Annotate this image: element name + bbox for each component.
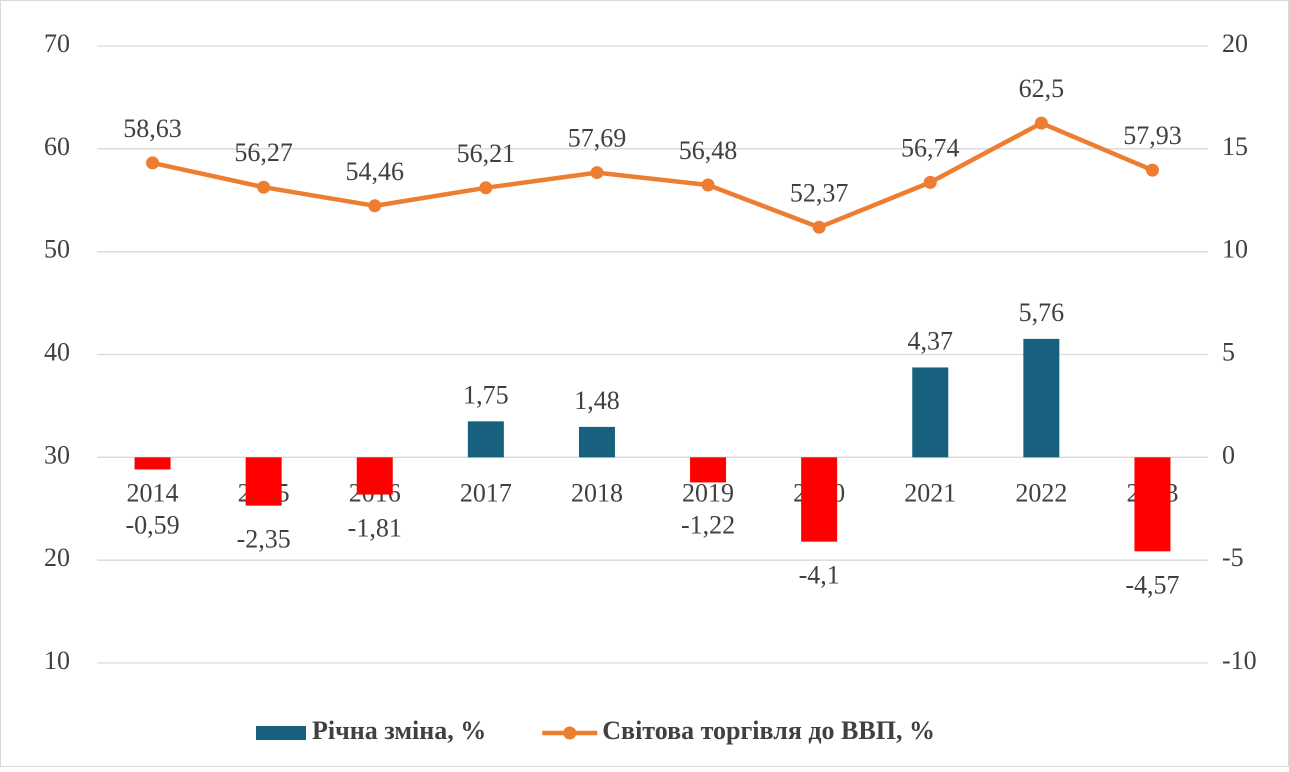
y2-tick-label: 15 bbox=[1222, 132, 1248, 161]
data-label: 1,48 bbox=[574, 386, 620, 415]
data-label: -1,81 bbox=[348, 514, 402, 543]
data-label: 1,75 bbox=[463, 380, 509, 409]
y2-tick-label: -5 bbox=[1222, 543, 1244, 572]
line-marker bbox=[590, 166, 604, 180]
line-marker bbox=[1034, 116, 1048, 130]
x-tick-label: 2018 bbox=[571, 478, 623, 507]
data-label: -0,59 bbox=[125, 510, 179, 539]
data-label: 4,37 bbox=[908, 326, 954, 355]
data-label: 58,63 bbox=[123, 114, 182, 143]
legend-label: Річна зміна, % bbox=[312, 716, 486, 745]
y-tick-label: 70 bbox=[44, 29, 70, 58]
data-label: 5,76 bbox=[1019, 298, 1065, 327]
line-marker bbox=[257, 180, 271, 194]
data-label: 52,37 bbox=[790, 178, 849, 207]
y2-tick-label: 20 bbox=[1222, 29, 1248, 58]
line-marker bbox=[1145, 163, 1159, 177]
bar bbox=[1134, 457, 1171, 552]
line bbox=[152, 120, 1154, 230]
data-label: 57,69 bbox=[568, 124, 627, 153]
data-label: 56,27 bbox=[234, 138, 293, 167]
data-label: 62,5 bbox=[1019, 74, 1065, 103]
data-label: -4,1 bbox=[799, 561, 840, 590]
data-label: 54,46 bbox=[346, 157, 405, 186]
y-tick-label: 20 bbox=[44, 543, 70, 572]
bar bbox=[578, 426, 615, 458]
x-tick-label: 2017 bbox=[460, 478, 512, 507]
bar bbox=[801, 457, 838, 542]
bar bbox=[912, 367, 949, 458]
x-tick-label: 2019 bbox=[682, 478, 734, 507]
bar bbox=[467, 421, 504, 458]
y2-tick-label: 10 bbox=[1222, 235, 1248, 264]
line-marker bbox=[701, 178, 715, 192]
line-marker bbox=[812, 220, 826, 234]
x-tick-label: 2014 bbox=[127, 478, 179, 507]
legend-swatch bbox=[256, 726, 306, 740]
y-tick-label: 60 bbox=[44, 132, 70, 161]
bar bbox=[690, 457, 727, 483]
data-label: -2,35 bbox=[237, 525, 291, 554]
legend-label: Світова торгівля до ВВП, % bbox=[602, 716, 935, 745]
bar bbox=[134, 457, 171, 470]
data-label: -4,57 bbox=[1125, 570, 1179, 599]
y2-tick-label: 0 bbox=[1222, 440, 1235, 469]
data-label: 56,74 bbox=[901, 133, 960, 162]
bar bbox=[245, 457, 282, 506]
line-marker bbox=[479, 181, 493, 195]
line-marker bbox=[923, 175, 937, 189]
y-tick-label: 50 bbox=[44, 235, 70, 264]
line-marker bbox=[368, 199, 382, 213]
data-label: 56,48 bbox=[679, 136, 738, 165]
data-label: -1,22 bbox=[681, 510, 735, 539]
bar bbox=[356, 457, 393, 495]
y2-tick-label: 5 bbox=[1222, 337, 1235, 366]
line-marker bbox=[146, 156, 160, 170]
y-tick-label: 30 bbox=[44, 440, 70, 469]
y-tick-label: 40 bbox=[44, 337, 70, 366]
y-tick-label: 10 bbox=[44, 646, 70, 675]
bar bbox=[1023, 338, 1060, 458]
data-label: 56,21 bbox=[457, 139, 516, 168]
x-tick-label: 2021 bbox=[904, 478, 956, 507]
data-label: 57,93 bbox=[1123, 121, 1182, 150]
x-tick-label: 2022 bbox=[1015, 478, 1067, 507]
y2-tick-label: -10 bbox=[1222, 646, 1257, 675]
legend-marker bbox=[563, 726, 577, 740]
